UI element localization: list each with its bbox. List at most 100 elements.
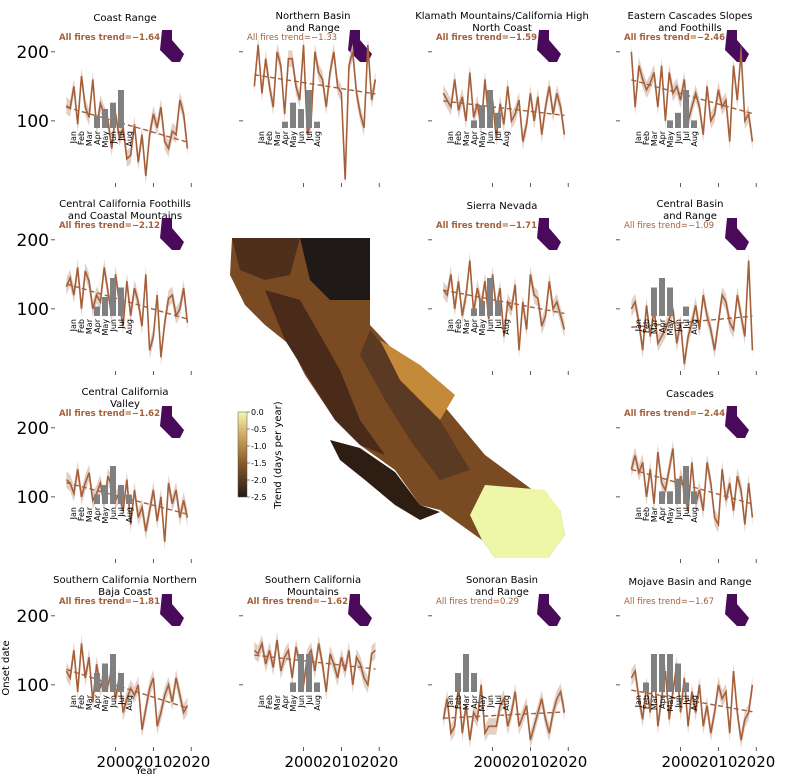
- colorbar-tick-label: -2.0: [251, 476, 267, 485]
- month-label: Mar: [273, 694, 282, 710]
- y-tick-label: 100: [17, 676, 49, 696]
- month-label: Jul: [682, 507, 691, 518]
- onset-series-line: [65, 75, 189, 177]
- month-label: Mar: [650, 130, 659, 146]
- month-label: Jul: [305, 131, 314, 142]
- month-label: Jan: [69, 695, 78, 708]
- month-bar: [102, 485, 108, 504]
- panel-title: Coast Range: [93, 13, 156, 24]
- month-bar: [94, 115, 100, 128]
- month-label: Mar: [85, 318, 94, 334]
- month-label: Jul: [117, 319, 126, 330]
- month-label: Jan: [69, 319, 78, 332]
- panel-title: Southern California Northern: [53, 575, 197, 586]
- x-tick-label: 2020: [737, 753, 775, 771]
- month-bar: [110, 278, 116, 316]
- uncertainty-band: [631, 440, 753, 533]
- month-label: Feb: [77, 319, 86, 333]
- month-label: Mar: [462, 318, 471, 334]
- month-label: Mar: [85, 506, 94, 522]
- month-label: Feb: [642, 319, 651, 333]
- panel-title: and Coastal Mountains: [68, 211, 182, 222]
- month-bar: [118, 673, 124, 692]
- uncertainty-band: [443, 252, 565, 359]
- month-label: Apr: [470, 130, 479, 145]
- uncertainty-band: [66, 67, 188, 185]
- month-bar: [110, 466, 116, 504]
- uncertainty-band: [631, 252, 753, 373]
- month-bar: [471, 120, 477, 128]
- month-bar: [675, 663, 681, 692]
- trend-annotation: All fires trend=−1.59: [436, 33, 537, 43]
- month-label: Aug: [502, 695, 511, 711]
- trend-annotation: All fires trend=−1.62: [59, 409, 160, 419]
- month-bar: [683, 466, 689, 504]
- month-bar: [471, 308, 477, 316]
- onset-series-line: [65, 643, 189, 730]
- month-bar: [110, 654, 116, 692]
- state-inset: [160, 218, 184, 250]
- month-label: May: [101, 695, 110, 712]
- month-bar: [675, 478, 681, 504]
- month-label: Feb: [265, 131, 274, 145]
- panel-title: Eastern Cascades Slopes: [628, 11, 753, 22]
- month-label: Mar: [650, 318, 659, 334]
- month-bar: [118, 485, 124, 504]
- month-bar: [651, 654, 657, 692]
- month-label: Apr: [658, 130, 667, 145]
- month-label: Feb: [265, 695, 274, 709]
- month-label: May: [101, 319, 110, 336]
- month-label: Apr: [93, 130, 102, 145]
- month-bar: [495, 300, 501, 316]
- onset-series-line: [442, 260, 566, 351]
- month-label: Jan: [257, 131, 266, 144]
- month-label: Jul: [682, 319, 691, 330]
- month-label: Feb: [454, 695, 463, 709]
- month-bar: [683, 682, 689, 692]
- month-label: Jul: [305, 695, 314, 706]
- x-tick-label: 2010: [699, 753, 737, 771]
- month-label: Apr: [658, 694, 667, 709]
- month-label: Jan: [257, 695, 266, 708]
- month-label: Aug: [502, 131, 511, 147]
- month-label: May: [478, 131, 487, 148]
- onset-series-line: [630, 448, 754, 528]
- panel-title: North Coast: [472, 23, 532, 34]
- panel: Mojave Basin and Range 2000 2010 2020 All fi…: [616, 577, 775, 771]
- onset-series-line: [630, 260, 754, 365]
- onset-series-line: [253, 44, 377, 180]
- month-label: Apr: [281, 694, 290, 709]
- month-label: Jan: [634, 695, 643, 708]
- month-label: Jun: [297, 131, 306, 145]
- month-label: Jun: [674, 695, 683, 709]
- month-label: Jul: [494, 131, 503, 142]
- month-label: Feb: [77, 131, 86, 145]
- month-label: May: [478, 695, 487, 712]
- state-inset: [160, 406, 184, 438]
- panel-title: Southern California: [265, 575, 361, 586]
- month-bar: [298, 109, 304, 128]
- trend-annotation: All fires trend=−1.71: [436, 221, 537, 231]
- month-label: Jul: [117, 695, 126, 706]
- panel-title: and Foothills: [658, 23, 721, 34]
- y-tick-label: 200: [17, 43, 49, 63]
- month-bar: [667, 654, 673, 692]
- california-trend-map: [230, 238, 565, 558]
- panel-title: Central California Foothills: [59, 199, 191, 210]
- panel: Cascades All fires trend=−2.44 Jan Feb Mar Ap…: [616, 389, 757, 563]
- month-label: Jun: [297, 695, 306, 709]
- month-label: Mar: [85, 694, 94, 710]
- month-bar: [479, 300, 485, 316]
- panel-title: Mountains: [287, 587, 339, 598]
- y-tick-label: 200: [17, 607, 49, 627]
- month-label: Apr: [281, 130, 290, 145]
- y-tick-label: 100: [17, 488, 49, 508]
- month-bar: [102, 297, 108, 316]
- panel: Coast Range 100 200 All fires trend=−1.64 Ja…: [17, 13, 192, 187]
- month-bar: [683, 306, 689, 316]
- state-inset: [725, 218, 749, 250]
